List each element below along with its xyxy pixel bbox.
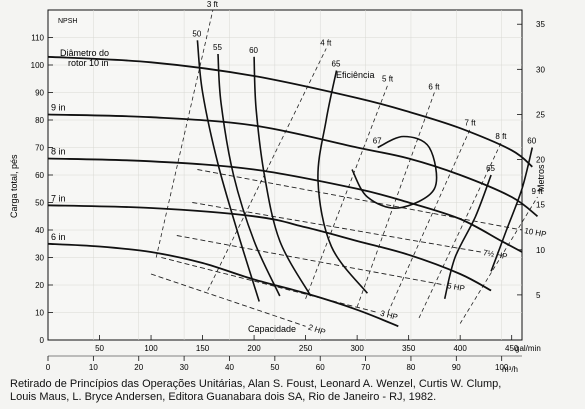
hp-label: 3 HP: [379, 309, 398, 322]
hp-line: [192, 202, 481, 253]
x-top-tick-label: 30: [180, 363, 189, 372]
x-top-tick-label: 90: [452, 363, 461, 372]
efficiency-curve-label: 55: [213, 43, 222, 52]
y-right-tick-label: 25: [536, 110, 545, 119]
hp-line: [161, 257, 378, 313]
x-top-tick-label: 70: [361, 363, 370, 372]
y-axis-left-label: Carga total, pés: [9, 154, 19, 218]
y-left-tick-label: 80: [35, 116, 44, 125]
x-top-tick-label: 10: [89, 363, 98, 372]
y-left-tick-label: 0: [40, 336, 45, 345]
x-bottom-tick-label: 50: [95, 344, 104, 353]
y-right-tick-label: 30: [536, 65, 545, 74]
x-top-tick-label: 20: [134, 363, 143, 372]
y-left-tick-label: 100: [31, 61, 45, 70]
x-top-tick-label: 40: [225, 363, 234, 372]
efficiency-curve-label: 65: [486, 164, 495, 173]
head-curve: [47, 242, 399, 328]
y-right-tick-label: 35: [536, 20, 545, 29]
efficiency-curve: [443, 174, 492, 299]
head-curve-label: 8 in: [51, 147, 66, 157]
diameter-label-line2: rotor 10 in: [68, 58, 109, 68]
x-bottom-tick-label: 200: [247, 344, 261, 353]
y-left-tick-label: 20: [35, 281, 44, 290]
head-curve: [47, 204, 492, 292]
x-top-tick-label: 50: [270, 363, 279, 372]
x-bottom-tick-label: 150: [196, 344, 210, 353]
efficiency-curve: [351, 135, 438, 209]
y-right-tick-label: 20: [536, 156, 545, 165]
npsh-line: [207, 48, 327, 291]
npsh-line: [305, 84, 389, 299]
x-top-tick-label: 0: [46, 363, 51, 372]
y-right-tick-label: 10: [536, 246, 545, 255]
efficiency-curve-label: 50: [192, 29, 201, 38]
efficiency-curve-label: 60: [249, 46, 258, 55]
npsh-label: 7 ft: [464, 118, 476, 127]
x-top-unit: m³/h: [502, 365, 518, 374]
y-left-tick-label: 30: [35, 254, 44, 263]
efficiency-curve-label: 67: [373, 137, 382, 146]
hp-line: [176, 235, 445, 286]
npsh-line: [418, 141, 502, 319]
x-bottom-tick-label: 100: [144, 344, 158, 353]
x-bottom-tick-label: 350: [402, 344, 416, 353]
y-right-tick-label: 5: [536, 291, 541, 300]
efficiency-curve: [490, 147, 534, 272]
npsh-line: [387, 128, 471, 313]
x-axis-label: Capacidade: [248, 324, 296, 334]
efficiency-curve: [253, 56, 312, 297]
x-top-tick-label: 100: [495, 363, 509, 372]
source-caption: Retirado de Princípios das Operações Uni…: [10, 378, 580, 404]
y-left-tick-label: 50: [35, 199, 44, 208]
head-curve-label: 6 in: [51, 232, 66, 242]
x-bottom-tick-label: 300: [350, 344, 364, 353]
y-right-tick-label: 15: [536, 201, 545, 210]
efficiency-label: Eficiência: [336, 70, 375, 80]
head-curve: [47, 113, 539, 218]
hp-line: [150, 273, 306, 327]
y-left-tick-label: 60: [35, 171, 44, 180]
npsh-line: [356, 92, 435, 308]
npsh-label: 9 ft: [531, 187, 543, 196]
npsh-label: 4 ft: [320, 39, 332, 48]
x-bottom-tick-label: 400: [453, 344, 467, 353]
head-curve-label: 9 in: [51, 103, 66, 113]
efficiency-curve: [196, 40, 260, 302]
caption-line-1: Retirado de Princípios das Operações Uni…: [10, 378, 502, 390]
y-left-tick-label: 90: [35, 89, 44, 98]
hp-line: [197, 169, 523, 231]
x-bottom-unit: gal/min: [515, 344, 541, 353]
x-top-tick-label: 60: [316, 363, 325, 372]
efficiency-curve: [217, 53, 281, 297]
efficiency-curve-label: 60: [527, 137, 536, 146]
y-left-tick-label: 70: [35, 144, 44, 153]
npsh-label: 5 ft: [382, 74, 394, 83]
head-curve-label: 7 in: [51, 193, 66, 203]
y-left-tick-label: 110: [31, 34, 44, 43]
y-axis-right-label: Metros: [536, 164, 546, 192]
head-curve: [47, 55, 533, 168]
npsh-label: 8 ft: [495, 132, 507, 141]
npsh-label: 6 ft: [428, 83, 440, 92]
npsh-label: 3 ft: [207, 0, 219, 9]
npsh-label: NPSH: [58, 18, 77, 25]
npsh-line: [459, 196, 538, 324]
x-bottom-tick-label: 450: [505, 344, 519, 353]
caption-line-2: Louis Maus, L. Bryce Andersen, Editora G…: [10, 391, 437, 403]
diameter-label-line1: Diâmetro do: [60, 48, 109, 58]
hp-label: 5 HP: [446, 281, 465, 293]
y-left-tick-label: 40: [35, 226, 44, 235]
x-bottom-tick-label: 250: [299, 344, 313, 353]
head-curve: [47, 157, 523, 253]
y-left-tick-label: 10: [35, 309, 44, 318]
efficiency-curve-label: 65: [332, 60, 341, 69]
x-top-tick-label: 80: [406, 363, 415, 372]
npsh-line: [155, 9, 214, 258]
hp-label: 7½ HP: [482, 248, 508, 261]
hp-label: 10 HP: [524, 226, 548, 239]
